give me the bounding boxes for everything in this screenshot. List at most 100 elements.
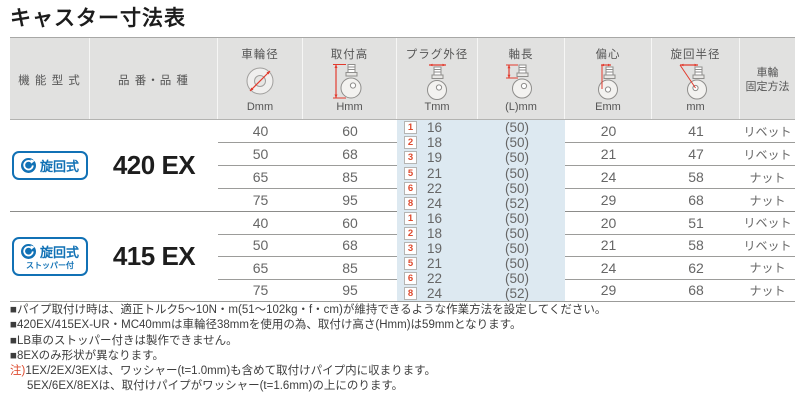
axle-length-value: (50) [505,226,530,241]
plug-size-value: 21 [427,256,443,271]
fixing-method-column: リベット リベット ナット ナット [740,211,795,301]
plug-size-value: 19 [427,150,443,166]
axle-length-column: (50) (50) (50) (50) (50) (52) [478,120,565,211]
turning-radius-value: 47 [652,142,740,165]
footnote: ■LB車のストッパー付きは製作できません。 [10,334,238,347]
footnote: ■420EX/415EX-UR・MC40mmは車輪径38mmを使用の為、取付け高… [10,319,522,332]
wheel-diameter-value: 50 [218,233,303,257]
footnote: ■パイプ取付け時は、適正トルク5〜10N・m(51〜102kg・f・cm)が維持… [10,304,607,316]
fixing-method-value: リベット [740,142,795,165]
plug-number-badge: 2 [404,227,417,240]
wheel-diameter-column: 40 50 65 75 [218,211,303,301]
plug-number-badge: 6 [404,272,417,285]
eccentricity-column: 20 21 24 29 [565,211,652,301]
plug-size-value: 16 [427,120,443,136]
header-eccentricity: 偏心 Emm [565,38,652,119]
eccentricity-value: 24 [565,165,652,188]
axle-length-icon [506,64,532,99]
plug-diameter-icon [427,63,447,100]
axle-length-value: (50) [505,241,530,256]
badge-label: 旋回式 [39,245,79,260]
plug-size-value: 16 [427,211,443,226]
turning-radius-value: 62 [652,256,740,279]
turning-radius-icon [679,63,707,100]
plug-diameter-column: 1 16 2 18 3 19 5 21 6 22 8 24 [397,120,478,211]
header-function-type: 機 能 型 式 [10,38,90,119]
turning-radius-column: 51 58 62 68 [652,211,740,301]
wheel-diameter-value: 75 [218,188,303,211]
wheel-diameter-column: 40 50 65 75 [218,120,303,211]
plug-number-badge: 5 [404,257,417,270]
axle-length-column: (50) (50) (50) (50) (50) (52) [478,211,565,301]
eccentricity-value: 21 [565,142,652,165]
plug-row: 2 18 [397,135,478,150]
product-block-420ex: 旋回式 420 EX 40 50 65 75 60 68 85 95 1 16 [10,120,795,211]
plug-row: 6 22 [397,181,478,196]
eccentricity-value: 20 [600,123,617,139]
rotate-icon [20,158,36,173]
note-line: 注)1EX/2EX/3EXは、ワッシャー(t=1.0mm)も含めて取付けパイプ内… [10,365,437,378]
turning-radius-value: 58 [652,233,740,257]
eccentricity-icon [598,63,618,100]
plug-row: 3 19 [397,150,478,165]
plug-number-badge: 5 [404,166,417,180]
product-number: 420 EX [112,150,196,180]
turning-radius-value: 68 [652,278,740,302]
plug-row: 1 16 [397,211,478,226]
mount-height-value: 95 [303,278,397,302]
header-mount-height: 取付高 Hmm [303,38,397,119]
eccentricity-value: 24 [565,256,652,279]
axle-length-value: (50) [505,135,530,151]
fixing-method-value: リベット [743,216,792,231]
plug-number-badge: 2 [404,136,417,150]
plug-row: 2 18 [397,226,478,241]
header-wheel-diameter: 車輪径 Dmm [218,38,303,119]
plug-size-value: 19 [427,241,443,256]
plug-row: 1 16 [397,120,478,135]
wheel-diameter-value: 65 [218,256,303,279]
plug-number-badge: 1 [404,212,417,225]
fixing-method-value: ナット [740,165,795,188]
dimension-table: 機 能 型 式 品 番・品 種 車輪径 Dmm 取付高 [10,37,795,302]
plug-number-badge: 1 [404,121,417,135]
mount-height-column: 60 68 85 95 [303,120,397,211]
product-block-415ex: 旋回式 ストッパー付 415 EX 40 50 65 75 60 68 85 9… [10,211,795,301]
badge-label: 旋回式 [39,159,79,174]
wheel-diameter-value: 40 [252,123,269,139]
plug-size-value: 18 [427,135,443,151]
eccentricity-value: 20 [600,214,617,231]
fixing-method-value: リベット [740,233,795,257]
plug-number-badge: 6 [404,181,417,195]
plug-number-badge: 8 [404,287,417,300]
header-product: 品 番・品 種 [90,38,218,119]
plug-size-value: 22 [427,180,443,196]
plug-number-badge: 8 [404,196,417,210]
plug-row: 5 21 [397,256,478,271]
eccentricity-value: 29 [565,278,652,302]
turning-radius-value: 58 [652,165,740,188]
turning-radius-value: 51 [688,214,704,231]
product-number-cell: 415 EX [90,211,218,301]
footnotes: ■パイプ取付け時は、適正トルク5〜10N・m(51〜102kg・f・cm)が維持… [10,303,796,395]
product-number-cell: 420 EX [90,120,218,211]
page-title: キャスター寸法表 [10,7,186,30]
plug-number-badge: 3 [404,242,417,255]
mount-height-value: 85 [303,256,397,279]
rotate-icon [20,244,36,259]
plug-number-badge: 3 [404,151,417,165]
axle-length-value: (50) [505,180,530,196]
fixing-method-value: ナット [740,256,795,279]
swivel-badge: 旋回式 [11,151,88,180]
plug-size-value: 24 [427,286,443,301]
note-prefix: 注) [10,365,26,378]
turning-radius-column: 41 47 58 68 [652,120,740,211]
fixing-method-value: リベット [743,124,792,139]
mount-height-value: 60 [342,214,358,231]
axle-length-value: (50) [505,165,530,181]
axle-length-value: (52) [505,286,530,301]
mount-height-column: 60 68 85 95 [303,211,397,301]
plug-row: 6 22 [397,271,478,286]
swivel-stopper-badge: 旋回式 ストッパー付 [11,237,88,276]
header-axle-length: 軸長 (L)mm [478,38,565,119]
